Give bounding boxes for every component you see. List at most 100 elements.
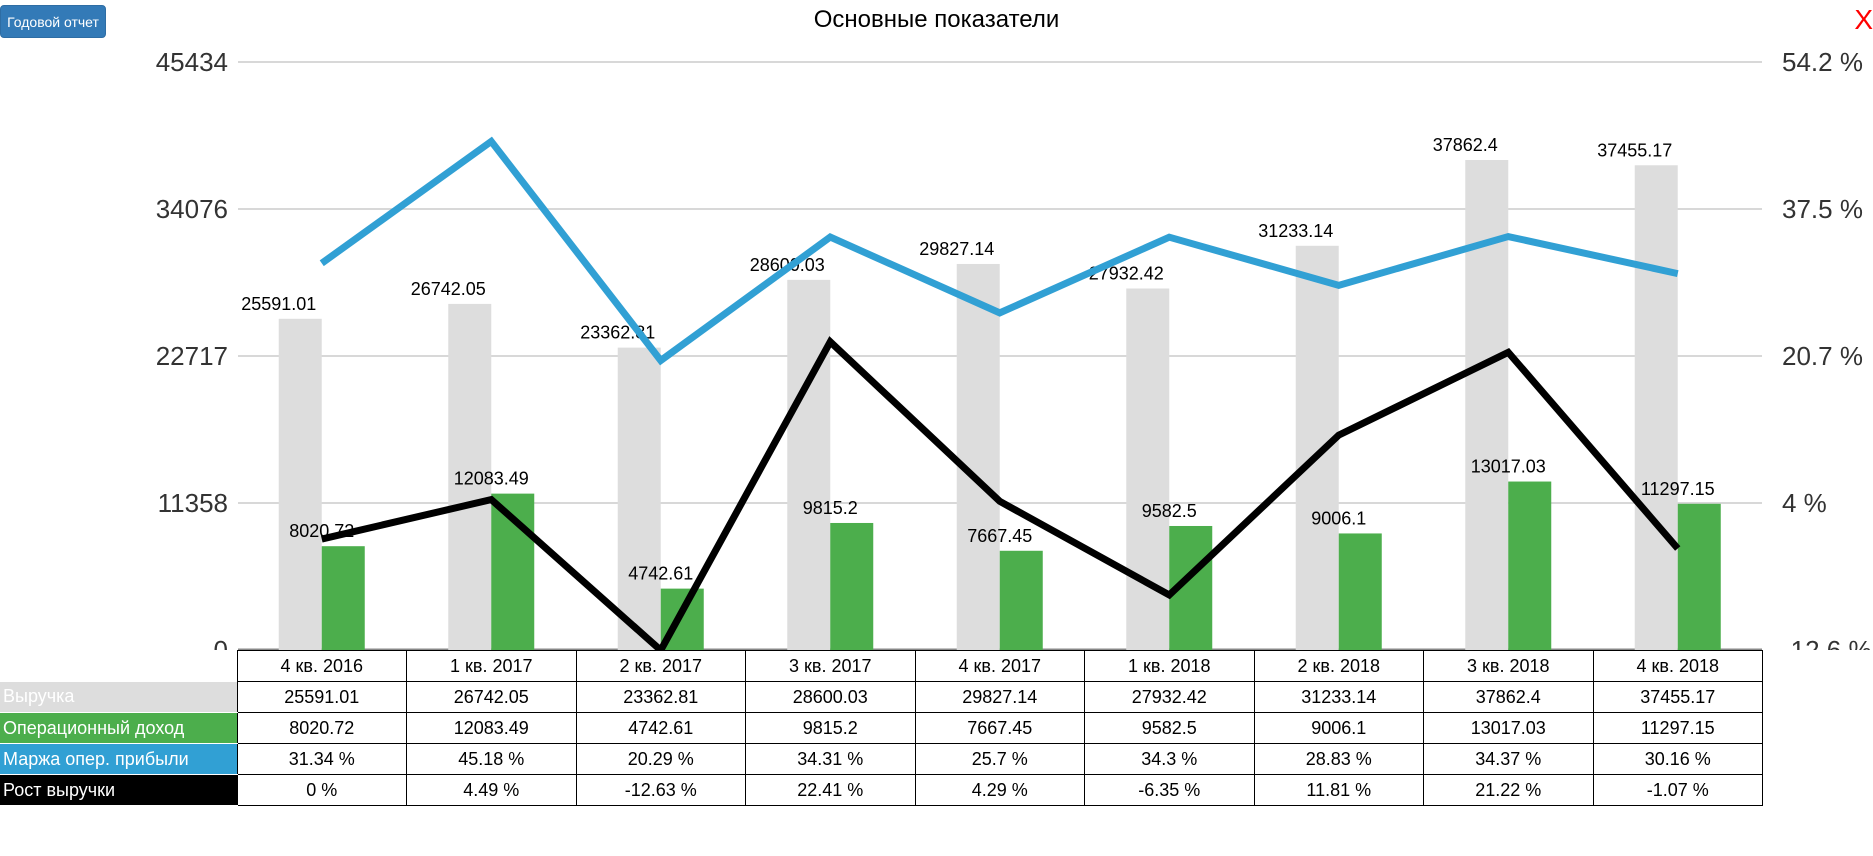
table-cell: 7667.45 — [914, 712, 1085, 744]
table-cell: 9815.2 — [745, 712, 916, 744]
table-cell: 4.29 % — [914, 774, 1085, 806]
op-income-data-label: 7667.45 — [967, 526, 1032, 546]
category-header: 4 кв. 2018 — [1592, 650, 1763, 682]
op-income-bar — [1508, 481, 1552, 650]
table-cell: 4.49 % — [406, 774, 577, 806]
category-header: 4 кв. 2017 — [914, 650, 1085, 682]
table-cell: 30.16 % — [1592, 743, 1763, 775]
annual-report-button[interactable]: Годовой отчет — [0, 5, 106, 38]
growth-line — [320, 336, 1681, 650]
op-income-data-label: 12083.49 — [454, 469, 529, 489]
table-cell: 34.3 % — [1084, 743, 1255, 775]
table-cell: 13017.03 — [1423, 712, 1594, 744]
revenue-bar — [1465, 159, 1509, 650]
op-income-bar — [830, 522, 874, 650]
op-income-data-label: 9006.1 — [1311, 508, 1366, 528]
table-cell: 20.29 % — [575, 743, 746, 775]
left-axis-tick-label: 0 — [214, 635, 228, 650]
series-legend-label: Рост выручки — [0, 774, 238, 806]
series-legend-label: Маржа опер. прибыли — [0, 743, 238, 775]
revenue-data-label: 31233.14 — [1258, 221, 1333, 241]
revenue-data-label: 37455.17 — [1597, 140, 1672, 160]
left-axis-tick-label: 45434 — [156, 47, 228, 77]
op-income-bar — [999, 550, 1043, 650]
table-cell: 27932.42 — [1084, 681, 1255, 713]
revenue-data-label: 25591.01 — [241, 294, 316, 314]
table-cell: -6.35 % — [1084, 774, 1255, 806]
table-cell: 8020.72 — [236, 712, 407, 744]
op-income-data-label: 11297.15 — [1641, 479, 1715, 499]
revenue-bar — [617, 347, 661, 650]
revenue-bar — [1295, 245, 1339, 650]
table-cell: 34.37 % — [1423, 743, 1594, 775]
table-cell: 31.34 % — [236, 743, 407, 775]
right-axis-tick-label: 54.2 % — [1782, 47, 1863, 77]
op-income-bar — [321, 546, 365, 650]
category-header: 2 кв. 2018 — [1253, 650, 1424, 682]
table-cell: 9582.5 — [1084, 712, 1255, 744]
table-row: Операционный доход 8020.72 12083.49 4742.61… — [0, 712, 1763, 744]
op-income-data-label: 4742.61 — [628, 564, 693, 584]
table-cell: 12083.49 — [406, 712, 577, 744]
table-cell: 28600.03 — [745, 681, 916, 713]
op-income-bar — [1677, 503, 1721, 650]
table-cell: 21.22 % — [1423, 774, 1594, 806]
category-header: 3 кв. 2018 — [1423, 650, 1594, 682]
op-income-data-label: 9582.5 — [1142, 501, 1197, 521]
right-axis-tick-label: 4 % — [1782, 488, 1827, 518]
revenue-bar — [448, 303, 492, 650]
table-cell: 22.41 % — [745, 774, 916, 806]
category-header: 3 кв. 2017 — [745, 650, 916, 682]
table-cell: 29827.14 — [914, 681, 1085, 713]
chart-title: Основные показатели — [813, 6, 1060, 33]
close-icon[interactable]: X — [1854, 4, 1873, 35]
revenue-data-label: 26742.05 — [411, 279, 486, 299]
table-cell: 45.18 % — [406, 743, 577, 775]
right-axis-tick-label: 37.5 % — [1782, 194, 1863, 224]
table-cell: 0 % — [236, 774, 407, 806]
category-header: 4 кв. 2016 — [236, 650, 407, 682]
table-row: Выручка 25591.01 26742.05 23362.81 28600.03 2… — [0, 681, 1763, 713]
table-cell: 26742.05 — [406, 681, 577, 713]
table-cell: 11297.15 — [1592, 712, 1763, 744]
table-cell: 9006.1 — [1253, 712, 1424, 744]
op-income-data-label: 13017.03 — [1471, 457, 1546, 477]
category-header: 1 кв. 2018 — [1084, 650, 1255, 682]
right-axis-tick-label: -12.6 % — [1782, 635, 1872, 650]
left-axis-tick-label: 11358 — [158, 488, 228, 518]
revenue-bar — [278, 318, 322, 650]
revenue-data-label: 37862.4 — [1433, 135, 1498, 155]
right-axis-tick-label: 20.7 % — [1782, 341, 1863, 371]
left-axis-tick-label: 34076 — [156, 194, 228, 224]
left-axis-tick-label: 22717 — [156, 341, 228, 371]
table-cell: 34.31 % — [745, 743, 916, 775]
table-cell: 28.83 % — [1253, 743, 1424, 775]
revenue-data-label: 29827.14 — [919, 239, 994, 259]
table-cell: 37455.17 — [1592, 681, 1763, 713]
table-cell: 23362.81 — [575, 681, 746, 713]
table-row: Рост выручки 0 % 4.49 % -12.63 % 22.41 % 4.29… — [0, 774, 1763, 806]
margin-line — [319, 136, 1679, 366]
op-income-data-label: 9815.2 — [803, 498, 858, 518]
category-header: 2 кв. 2017 — [575, 650, 746, 682]
series-legend-label: Выручка — [0, 681, 238, 713]
table-cell: -1.07 % — [1592, 774, 1763, 806]
table-cell: 31233.14 — [1253, 681, 1424, 713]
table-cell: -12.63 % — [575, 774, 746, 806]
table-cell: 25591.01 — [236, 681, 407, 713]
revenue-bar — [787, 279, 831, 650]
table-cell: 37862.4 — [1423, 681, 1594, 713]
combo-chart: 0 -12.6 % 11358 4 % 22717 20.7 % 34076 37.5 % 45… — [156, 47, 1872, 650]
category-header: 1 кв. 2017 — [406, 650, 577, 682]
data-table: 4 кв. 2016 1 кв. 2017 2 кв. 2017 3 кв. 2017… — [0, 650, 1763, 806]
revenue-bar — [1126, 288, 1170, 650]
table-cell: 11.81 % — [1253, 774, 1424, 806]
revenue-bar — [1634, 165, 1678, 650]
table-row: Маржа опер. прибыли 31.34 % 45.18 % 20.29 %… — [0, 743, 1763, 775]
table-cell: 4742.61 — [575, 712, 746, 744]
op-income-bar — [1338, 533, 1382, 650]
table-corner — [0, 651, 237, 682]
series-legend-label: Операционный доход — [0, 712, 238, 744]
table-cell: 25.7 % — [914, 743, 1085, 775]
revenue-bar — [956, 263, 1000, 650]
